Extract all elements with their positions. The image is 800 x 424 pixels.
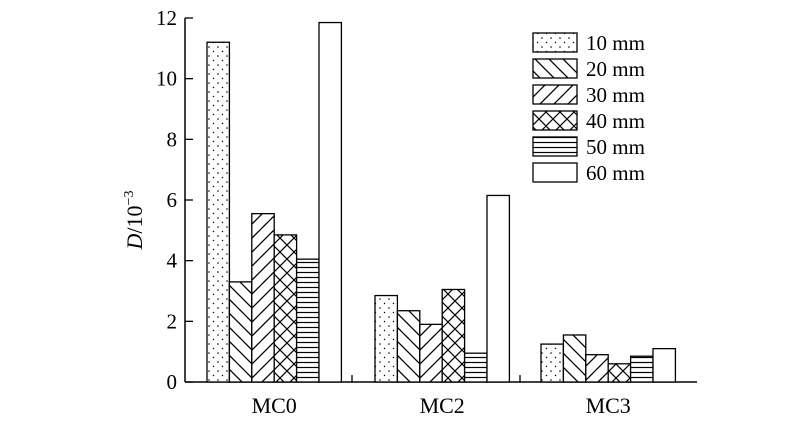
y-axis-label-base: D bbox=[122, 233, 147, 250]
category-labels: MC0 MC2 MC3 bbox=[252, 375, 631, 418]
legend-label: 30 mm bbox=[586, 83, 645, 107]
bar-mc3-60mm bbox=[652, 347, 677, 383]
legend-label: 40 mm bbox=[586, 109, 645, 133]
category-label: MC0 bbox=[252, 393, 297, 418]
legend-swatch bbox=[532, 136, 578, 157]
y-tick-label: 0 bbox=[167, 370, 178, 394]
category-label: MC2 bbox=[420, 393, 465, 418]
y-tick-label: 4 bbox=[167, 249, 178, 273]
legend-swatch bbox=[532, 84, 578, 105]
bars bbox=[206, 21, 677, 383]
bar-mc2-10mm bbox=[374, 294, 399, 383]
y-tick-label: 12 bbox=[156, 6, 177, 30]
bar-mc0-40mm bbox=[273, 234, 298, 383]
y-tick-label: 2 bbox=[167, 309, 178, 333]
category-label: MC3 bbox=[586, 393, 631, 418]
bar-mc2-60mm bbox=[486, 194, 511, 383]
y-axis-label-rest: /10 bbox=[122, 205, 147, 233]
bar-mc3-50mm bbox=[629, 355, 654, 383]
legend-swatch bbox=[532, 58, 578, 79]
legend-label: 60 mm bbox=[586, 161, 645, 185]
bar-mc2-50mm bbox=[463, 352, 488, 383]
legend-label: 20 mm bbox=[586, 57, 645, 81]
bar-mc2-40mm bbox=[441, 288, 466, 383]
y-axis-label-sup: −3 bbox=[122, 191, 137, 206]
bar-mc3-30mm bbox=[585, 354, 609, 383]
bar-mc0-20mm bbox=[228, 281, 253, 383]
bar-mc0-10mm bbox=[206, 41, 231, 383]
bar-mc2-30mm bbox=[419, 323, 443, 383]
legend-label: 50 mm bbox=[586, 135, 645, 159]
y-tick-label: 6 bbox=[167, 188, 178, 212]
bar-mc3-10mm bbox=[540, 343, 565, 383]
y-axis-label: D/10−3 bbox=[122, 191, 147, 251]
legend-swatch bbox=[532, 110, 578, 131]
legend-label: 10 mm bbox=[586, 31, 645, 55]
legend-swatch bbox=[532, 162, 578, 183]
y-tick-label: 10 bbox=[156, 67, 177, 91]
bar-mc2-20mm bbox=[396, 310, 421, 383]
bar-mc0-50mm bbox=[295, 258, 320, 383]
y-tick-label: 8 bbox=[167, 127, 178, 151]
bar-mc0-30mm bbox=[251, 212, 275, 383]
y-ticks: 0 2 4 6 8 10 12 bbox=[156, 6, 193, 394]
bar-mc0-60mm bbox=[318, 21, 343, 383]
legend-swatch bbox=[532, 32, 578, 53]
bar-mc3-40mm bbox=[607, 363, 632, 383]
bar-mc3-20mm bbox=[562, 334, 587, 383]
